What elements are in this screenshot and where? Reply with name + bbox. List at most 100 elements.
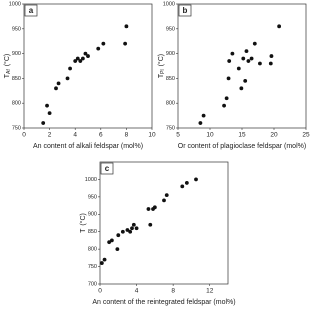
point (226, 76, 231, 81)
point (244, 49, 249, 54)
y-tick-label: 900 (12, 51, 21, 57)
point (128, 229, 133, 234)
panel-label: c (105, 164, 110, 173)
plot-frame (177, 3, 307, 129)
point (222, 103, 226, 108)
y-tick-label: 1000 (9, 1, 21, 7)
x-tick-label: 8 (171, 288, 175, 295)
point (131, 222, 136, 227)
point (75, 56, 80, 61)
point (102, 257, 107, 262)
point (109, 238, 114, 243)
point (83, 51, 88, 56)
point (116, 233, 121, 238)
y-tick-label: 950 (88, 194, 97, 200)
point (236, 66, 241, 71)
y-tick-label: 850 (12, 76, 21, 82)
point (68, 66, 72, 71)
panel-label-box (24, 4, 38, 17)
point (130, 226, 134, 231)
y-tick-label: 1000 (85, 177, 97, 183)
point (41, 121, 46, 125)
y-label-main: T (4, 73, 11, 78)
y-tick-label: 950 (166, 26, 175, 32)
point (252, 41, 257, 46)
x-tick-label: 0 (22, 132, 26, 139)
point (268, 61, 273, 66)
point (146, 207, 151, 211)
point (125, 228, 130, 232)
point (65, 76, 70, 81)
y-tick-label: 750 (88, 264, 97, 270)
panel-label: b (183, 6, 188, 15)
point (198, 121, 203, 125)
point (124, 24, 129, 29)
x-tick-label: 25 (302, 132, 310, 139)
point (239, 86, 244, 91)
point (224, 96, 229, 101)
point (107, 240, 112, 245)
point (230, 51, 235, 56)
x-tick-label: 10 (148, 132, 156, 139)
point (194, 177, 198, 182)
point (164, 193, 169, 198)
y-label-unit: (°C) (79, 213, 87, 227)
y-tick-label: 850 (88, 229, 97, 235)
x-tick-label: 6 (99, 132, 103, 139)
point (47, 111, 52, 116)
y-axis-label: TAf (°C) (3, 54, 12, 78)
point (152, 205, 157, 210)
point (96, 46, 101, 51)
x-tick-label: 20 (270, 132, 278, 139)
x-tick-label: 4 (73, 132, 77, 139)
point (56, 81, 61, 86)
point (123, 41, 128, 46)
point (148, 222, 153, 227)
point (45, 103, 49, 108)
point (80, 56, 85, 61)
point (99, 261, 104, 265)
y-label-unit: (°C) (157, 54, 165, 68)
point (269, 54, 274, 58)
y-tick-label: 800 (88, 247, 97, 253)
y-tick-label: 900 (88, 212, 97, 218)
y-tick-label: 700 (88, 281, 97, 287)
y-axis-label: T (°C) (79, 213, 87, 233)
point (258, 61, 262, 66)
x-axis-label: Or content of plagioclase feldspar (mol%… (178, 143, 306, 150)
x-tick-label: 4 (135, 288, 139, 295)
point (243, 78, 248, 83)
y-label-main: T (158, 73, 165, 78)
y-tick-label: 950 (12, 26, 21, 32)
y-tick-label: 800 (166, 101, 175, 107)
x-tick-label: 5 (176, 132, 180, 139)
x-tick-label: 12 (206, 288, 214, 295)
y-tick-label: 800 (12, 101, 21, 107)
y-axis-label: TPl (°C) (157, 54, 166, 78)
x-tick-label: 0 (98, 288, 102, 295)
y-label-unit: (°C) (3, 54, 11, 68)
plot-frame (23, 3, 153, 129)
point (101, 41, 106, 46)
point (120, 229, 125, 234)
y-tick-label: 750 (12, 125, 21, 131)
point (134, 226, 139, 231)
y-label-sub: Af (6, 69, 12, 74)
point (78, 59, 83, 63)
y-tick-label: 850 (166, 76, 175, 82)
point (162, 198, 166, 203)
panel-label: a (29, 6, 34, 15)
y-tick-label: 900 (166, 51, 175, 57)
x-tick-label: 10 (206, 132, 214, 139)
y-tick-label: 750 (166, 125, 175, 131)
x-axis-label: An content of alkali feldspar (mol%) (33, 143, 143, 150)
point (249, 56, 254, 61)
plot-frame (99, 161, 229, 285)
point (277, 24, 282, 29)
point (201, 113, 206, 118)
y-tick-label: 1000 (163, 1, 175, 7)
point (227, 59, 232, 63)
point (86, 54, 90, 58)
panel-label-box (178, 4, 192, 17)
